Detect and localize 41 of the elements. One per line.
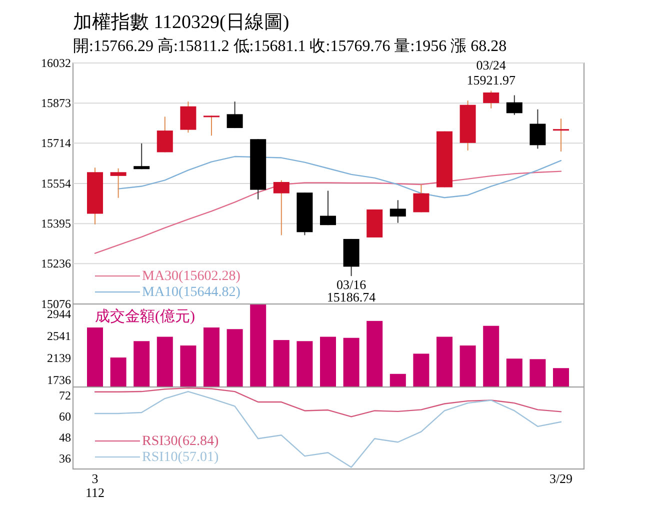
candlestick — [530, 108, 546, 150]
y-tick-label: 2541 — [47, 329, 71, 344]
y-tick-label: 16032 — [41, 56, 71, 70]
y-tick-label: 15236 — [41, 256, 71, 271]
line-series — [94, 387, 562, 418]
chart-title: 加權指數 1120329(日線圖) — [73, 12, 290, 33]
line-series — [94, 170, 562, 254]
candlestick — [390, 200, 406, 224]
y-tick-label: 60 — [59, 410, 71, 424]
candlestick — [553, 118, 569, 152]
candlestick — [204, 115, 220, 136]
y-tick-label: 36 — [59, 452, 71, 466]
candlestick — [180, 101, 196, 134]
legend-label: MA30(15602.28) — [142, 269, 241, 284]
candlestick — [506, 94, 522, 116]
y-tick-label: 48 — [59, 430, 71, 445]
y-tick-label: 15714 — [41, 136, 71, 150]
legend-label: MA10(15644.82) — [142, 285, 241, 300]
x-tick-label: 3 112 — [85, 471, 105, 500]
candlestick — [413, 184, 430, 213]
line-series — [94, 390, 562, 468]
candlestick — [320, 190, 336, 226]
chart-subtitle: 開:15766.29 高:15811.2 低:15681.1 收:15769.76 量:1956 漲 68.28 — [73, 37, 507, 55]
y-tick-label: 1736 — [47, 373, 71, 388]
x-tick-label: 3/29 — [549, 471, 573, 486]
annotation: 03/16 15186.74 — [326, 277, 376, 305]
y-tick-label: 15873 — [41, 96, 71, 110]
candlestick — [156, 116, 173, 153]
candlestick — [110, 168, 126, 198]
legend-label: RSI30(62.84) — [142, 434, 219, 449]
legend-label: RSI10(57.01) — [142, 450, 219, 465]
y-tick-label: 2139 — [47, 351, 71, 366]
candlestick — [226, 101, 243, 129]
annotation: 03/24 15921.97 — [466, 58, 516, 88]
candlestick — [483, 90, 500, 109]
candlestick — [273, 180, 290, 236]
chart-title: 成交金額(億元) — [95, 308, 195, 325]
candlestick — [134, 142, 150, 170]
y-tick-label: 15395 — [41, 216, 71, 231]
y-tick-label: 15554 — [41, 176, 71, 190]
y-tick-label: 72 — [59, 388, 71, 403]
